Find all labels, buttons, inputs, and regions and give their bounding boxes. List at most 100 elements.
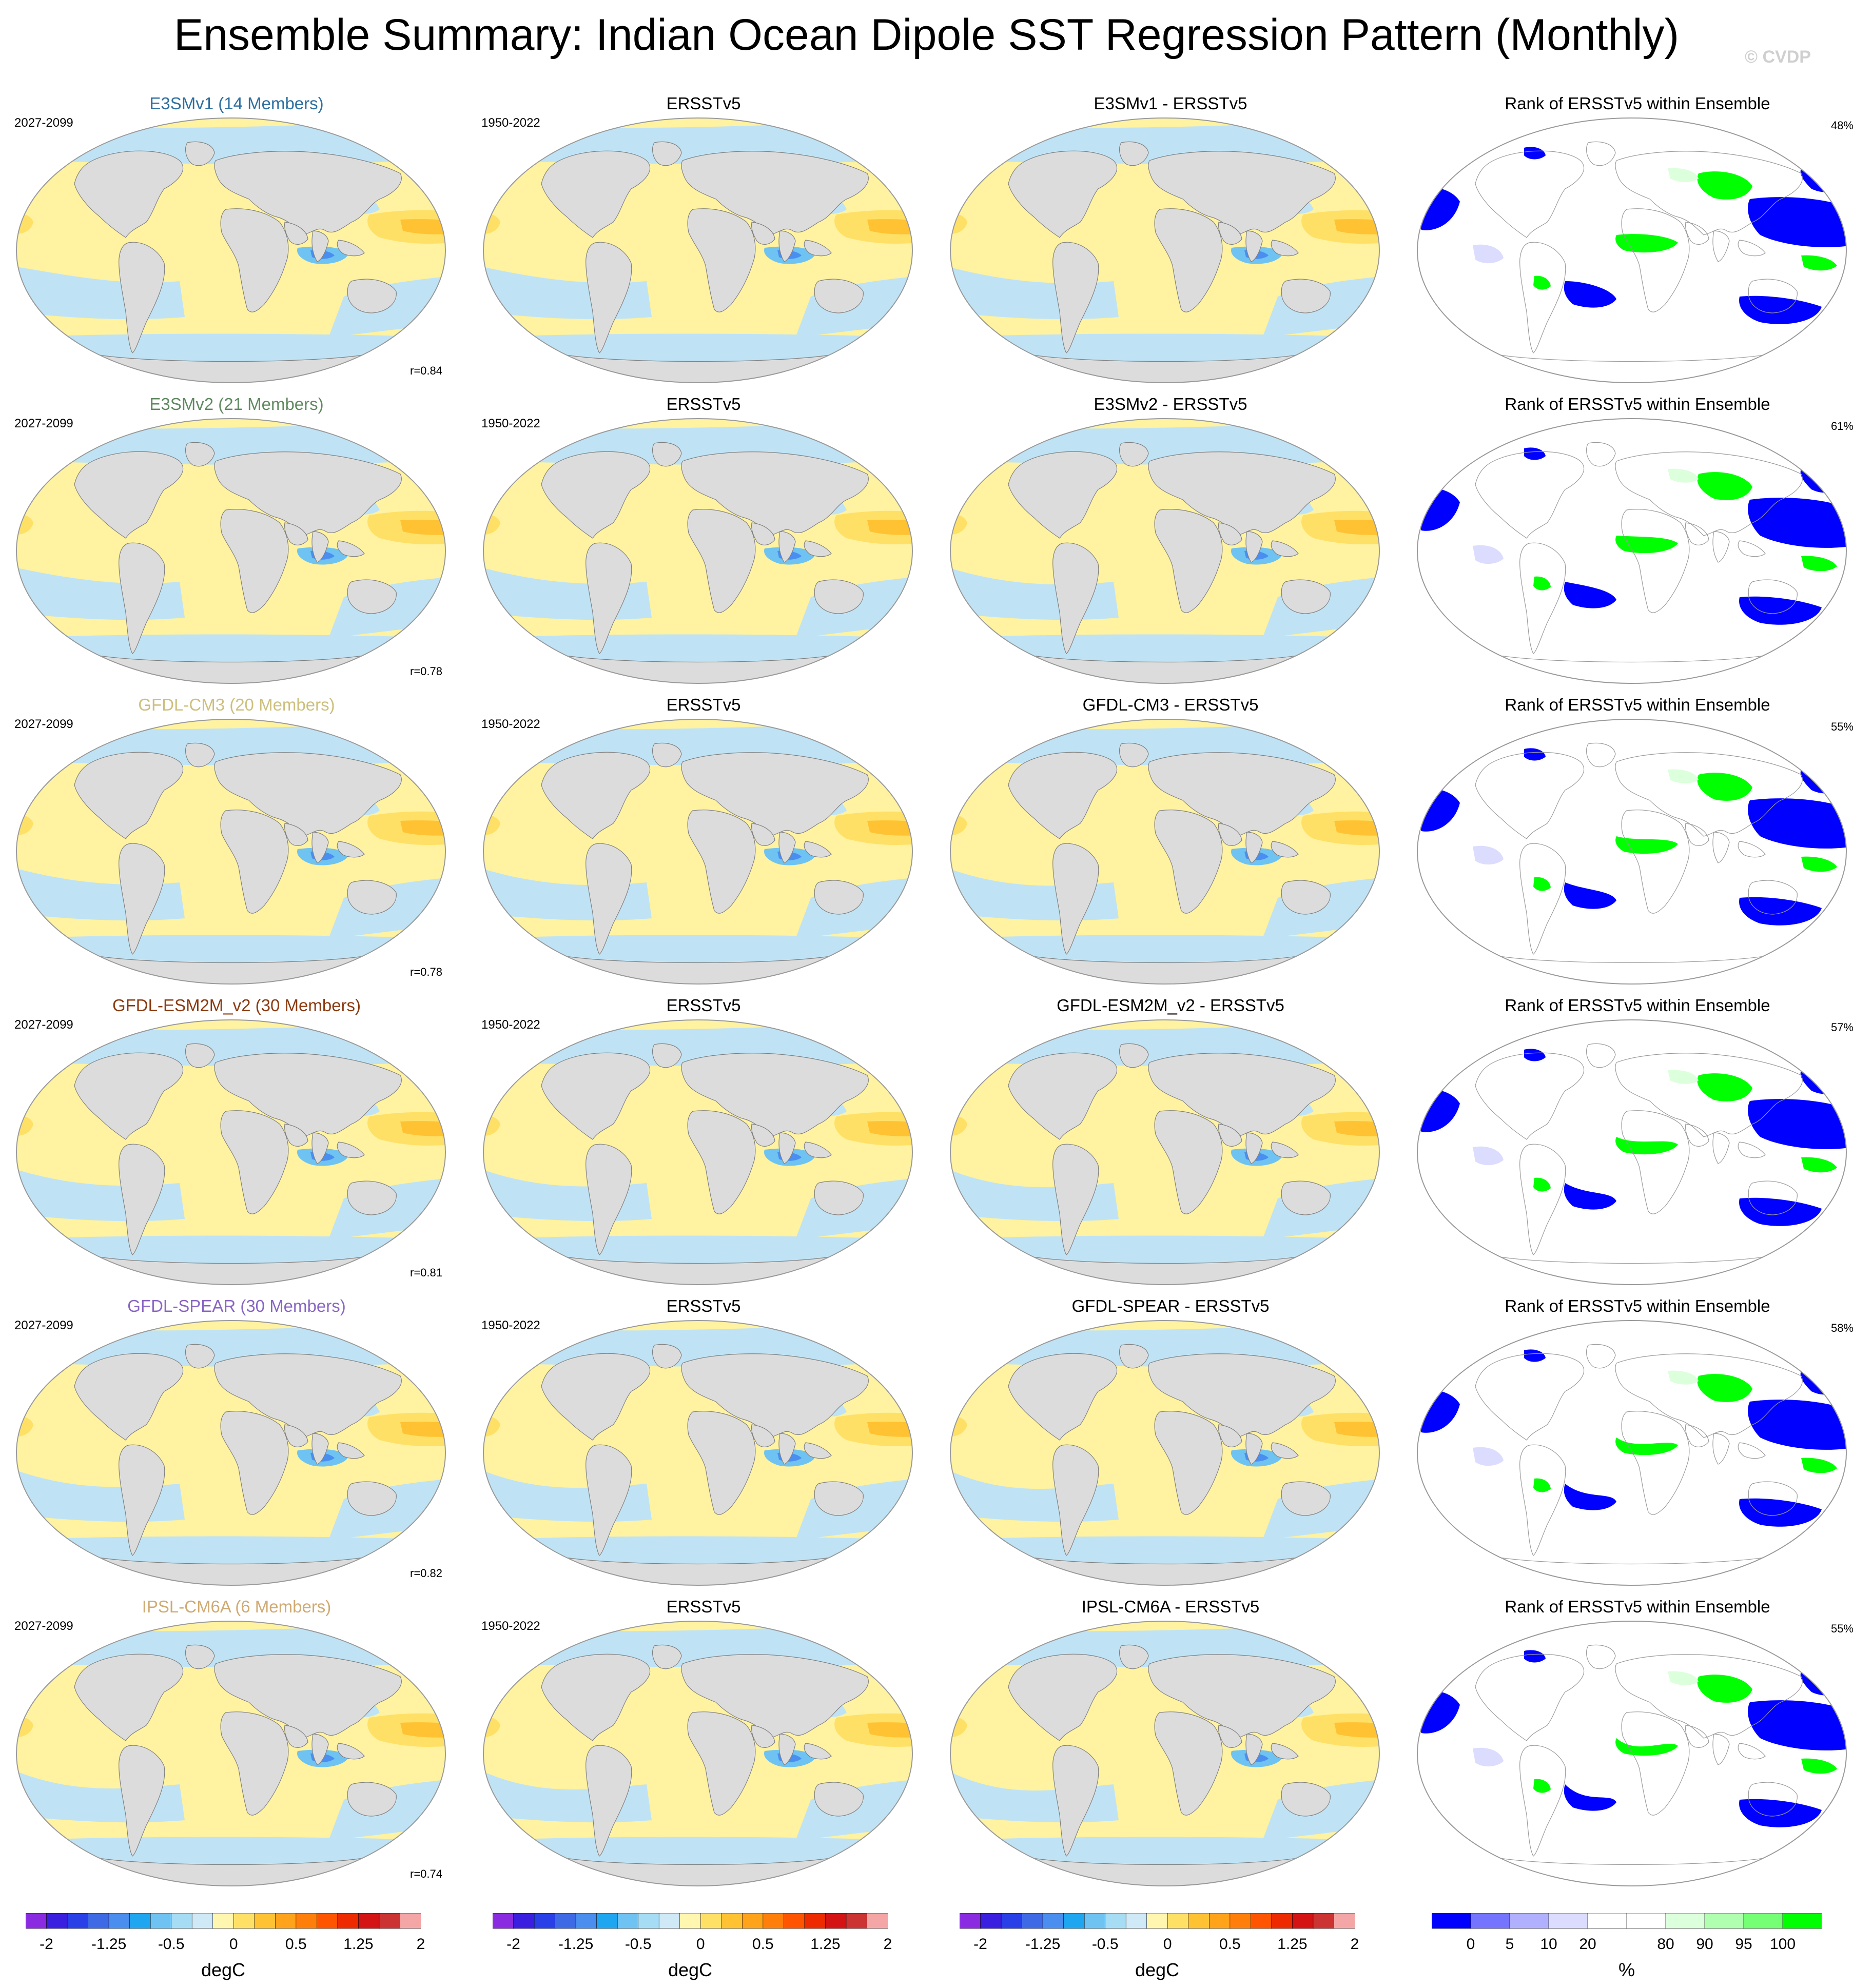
colorbar-swatch (1292, 1913, 1314, 1929)
colorbar-swatch (575, 1913, 597, 1929)
colorbar-swatch (1587, 1913, 1627, 1929)
sst-map (483, 1621, 913, 1886)
panel-title: ERSSTv5 (666, 996, 741, 1015)
colorbar-tick-label: 0.5 (752, 1936, 774, 1953)
rank-percentage: 48% (1830, 119, 1853, 132)
colorbar-swatch (617, 1913, 639, 1929)
sst-map (16, 719, 446, 985)
sst-map (16, 1621, 446, 1886)
pattern-correlation: r=0.82 (410, 1567, 442, 1580)
pattern-correlation: r=0.74 (410, 1867, 442, 1880)
colorbar-tick-label: -0.5 (158, 1936, 185, 1953)
colorbar-tick-label: 0 (1466, 1936, 1475, 1953)
colorbar-swatch (1084, 1913, 1106, 1929)
colorbar-swatch (1146, 1913, 1168, 1929)
map-panel-obs: ERSSTv5 1950-2022 (472, 91, 935, 393)
rank-percentage: 55% (1830, 720, 1853, 733)
colorbar-swatch (296, 1913, 318, 1929)
panel-title: ERSSTv5 (666, 1597, 741, 1616)
map-panel-rank: Rank of ERSSTv5 within Ensemble 55% (1406, 693, 1853, 994)
colorbar-tick-label: 1.25 (1277, 1936, 1308, 1953)
sst-colorbar: -2 -1.25 -0.5 0 0.5 1.25 2 degC (26, 1906, 482, 1988)
figure-title: Ensemble Summary: Indian Ocean Dipole SS… (173, 10, 1680, 60)
colorbar-swatch (700, 1913, 722, 1929)
panel-title: IPSL-CM6A (6 Members) (142, 1597, 331, 1616)
panel-title: GFDL-ESM2M_v2 - ERSSTv5 (1057, 996, 1284, 1015)
sst-map (16, 418, 446, 684)
panel-title: GFDL-ESM2M_v2 (30 Members) (112, 996, 361, 1015)
colorbar-swatch (1042, 1913, 1064, 1929)
pattern-correlation: r=0.81 (410, 1266, 442, 1279)
colorbar-swatch (493, 1913, 514, 1929)
sst-colorbar: -2 -1.25 -0.5 0 0.5 1.25 2 degC (493, 1906, 949, 1988)
colorbar-swatch (26, 1913, 47, 1929)
map-panel-diff: GFDL-CM3 - ERSSTv5 (939, 693, 1402, 994)
panel-years: 1950-2022 (481, 1018, 540, 1032)
colorbar-swatch (1548, 1913, 1588, 1929)
colorbar-tick-label: 0.5 (1219, 1936, 1241, 1953)
panel-years: 1950-2022 (481, 717, 540, 731)
map-panel-obs: ERSSTv5 1950-2022 (472, 1294, 935, 1596)
rank-map (1417, 719, 1847, 985)
panel-title: GFDL-CM3 (20 Members) (138, 695, 335, 714)
rank-map (1417, 1320, 1847, 1586)
map-panel-obs: ERSSTv5 1950-2022 (472, 693, 935, 994)
colorbar-swatch (1509, 1913, 1549, 1929)
map-panel-model: GFDL-CM3 (20 Members) 2027-2099 r=0.78 (5, 693, 468, 994)
rank-percentage: 55% (1830, 1622, 1853, 1635)
sst-map (950, 418, 1380, 684)
colorbar-swatch (825, 1913, 847, 1929)
map-panel-rank: Rank of ERSSTv5 within Ensemble 57% (1406, 993, 1853, 1295)
colorbar-swatch (275, 1913, 297, 1929)
colorbar-swatch (1313, 1913, 1335, 1929)
colorbar-swatch (400, 1913, 421, 1929)
colorbar-swatch (46, 1913, 68, 1929)
map-panel-rank: Rank of ERSSTv5 within Ensemble 58% (1406, 1294, 1853, 1596)
colorbar-swatch (1125, 1913, 1147, 1929)
map-panel-model: E3SMv1 (14 Members) 2027-2099 r=0.84 (5, 91, 468, 393)
panel-years: 1950-2022 (481, 1318, 540, 1332)
colorbar-swatch (721, 1913, 743, 1929)
map-panel-rank: Rank of ERSSTv5 within Ensemble 55% (1406, 1595, 1853, 1896)
colorbar-tick-label: -1.25 (91, 1936, 127, 1953)
sst-map (483, 1320, 913, 1586)
colorbar-swatch (108, 1913, 130, 1929)
colorbar-units: % (1618, 1959, 1635, 1980)
map-panel-model: E3SMv2 (21 Members) 2027-2099 r=0.78 (5, 392, 468, 694)
colorbar-swatch (150, 1913, 172, 1929)
colorbar-tick-label: 80 (1657, 1936, 1674, 1953)
sst-map (483, 418, 913, 684)
panel-title: Rank of ERSSTv5 within Ensemble (1505, 996, 1770, 1015)
panel-title: E3SMv2 - ERSSTv5 (1094, 395, 1247, 414)
colorbar-tick-label: 1.25 (810, 1936, 841, 1953)
colorbar-swatch (317, 1913, 338, 1929)
colorbar-swatch (763, 1913, 785, 1929)
colorbar-units: degC (1135, 1959, 1180, 1980)
panel-title: Rank of ERSSTv5 within Ensemble (1505, 1296, 1770, 1315)
colorbar-swatch (658, 1913, 680, 1929)
colorbar-swatch (784, 1913, 805, 1929)
sst-map (950, 719, 1380, 985)
rank-map (1417, 418, 1847, 684)
colorbar-tick-label: 1.25 (343, 1936, 374, 1953)
panel-years: 2027-2099 (14, 417, 73, 430)
colorbar-swatch (254, 1913, 276, 1929)
colorbar-tick-label: -2 (973, 1936, 987, 1953)
sst-map (950, 1019, 1380, 1285)
colorbar-tick-label: 100 (1769, 1936, 1796, 1953)
colorbar-swatch (1626, 1913, 1666, 1929)
colorbar-swatch (358, 1913, 380, 1929)
colorbar-swatch (88, 1913, 109, 1929)
panel-years: 2027-2099 (14, 717, 73, 731)
rank-percentage: 57% (1830, 1021, 1853, 1034)
colorbar-swatch (534, 1913, 556, 1929)
pattern-correlation: r=0.78 (410, 966, 442, 978)
sst-map (16, 1320, 446, 1586)
colorbar-swatch (1470, 1913, 1510, 1929)
colorbar-swatch (1782, 1913, 1822, 1929)
colorbar-swatch (337, 1913, 359, 1929)
colorbar-tick-label: -2 (506, 1936, 520, 1953)
colorbar-swatch (1188, 1913, 1210, 1929)
colorbar-swatch (1209, 1913, 1231, 1929)
colorbar-tick-label: 5 (1505, 1936, 1514, 1953)
